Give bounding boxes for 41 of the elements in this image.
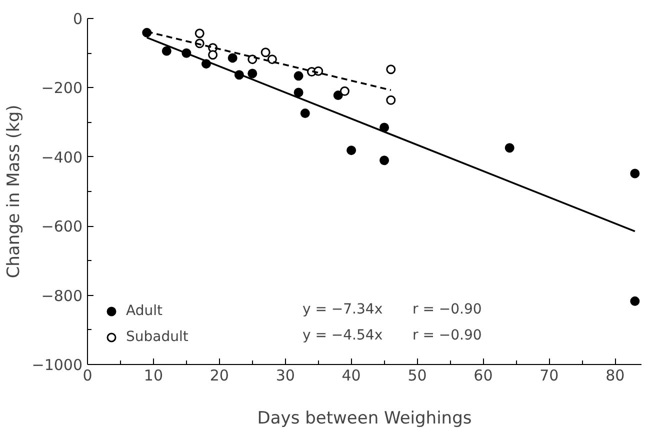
x-tick-label: 20	[210, 366, 229, 384]
y-tick-label: −600	[41, 218, 83, 236]
point	[294, 88, 304, 98]
point	[630, 168, 640, 178]
point	[386, 64, 396, 74]
point	[162, 46, 172, 56]
y-tick-label: −400	[41, 148, 83, 166]
y-tick-label: −1000	[32, 356, 83, 374]
annotation: y = −7.34x	[302, 302, 383, 318]
point	[333, 90, 343, 100]
annotation: r = −0.90	[412, 328, 482, 344]
point	[260, 48, 270, 58]
point	[194, 28, 204, 38]
y-tick-label: 0	[72, 10, 83, 28]
x-tick-label: 70	[540, 366, 559, 384]
point	[340, 86, 350, 96]
x-tick-label: 30	[276, 366, 295, 384]
legend-label: Subadult	[126, 328, 188, 347]
y-tick-label: −800	[41, 286, 83, 305]
y-axis-title: Change in Mass (kg)	[4, 104, 24, 278]
point	[228, 53, 238, 63]
point	[630, 296, 640, 306]
y-tick-label: −200	[41, 79, 83, 98]
annotation: y = −4.54x	[302, 328, 383, 344]
point	[208, 50, 218, 60]
x-tick-label: 80	[606, 366, 625, 384]
point	[248, 68, 258, 78]
point	[294, 71, 304, 81]
point	[504, 143, 514, 153]
point	[386, 95, 396, 105]
x-axis-title: Days between Weighings	[257, 408, 472, 428]
x-tick-label: 40	[342, 366, 361, 384]
legend-label: Adult	[126, 302, 162, 321]
point	[248, 54, 258, 64]
x-tick-label: 10	[144, 366, 164, 384]
point	[346, 146, 356, 156]
point	[300, 108, 310, 118]
annotation: r = −0.90	[412, 302, 482, 318]
point	[380, 156, 390, 166]
x-tick-label: 50	[408, 366, 427, 384]
x-tick-label: 60	[474, 366, 493, 384]
